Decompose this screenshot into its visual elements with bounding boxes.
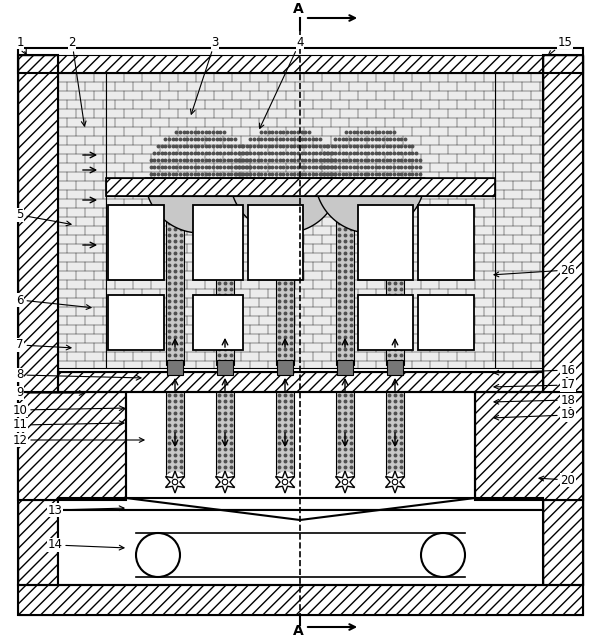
Text: 10: 10 — [13, 404, 124, 417]
Bar — [18, 392, 126, 500]
Bar — [106, 73, 495, 368]
Text: 17: 17 — [494, 379, 576, 392]
Circle shape — [275, 472, 295, 492]
Bar — [475, 392, 583, 500]
Bar — [58, 372, 543, 392]
Circle shape — [421, 533, 465, 577]
Text: 18: 18 — [494, 394, 575, 406]
Text: 20: 20 — [539, 473, 575, 487]
Text: 26: 26 — [494, 264, 576, 276]
Bar — [475, 392, 583, 500]
Bar — [58, 498, 543, 510]
Circle shape — [385, 472, 405, 492]
Bar — [166, 392, 184, 487]
Polygon shape — [145, 178, 255, 233]
Text: 6: 6 — [16, 293, 91, 309]
Bar — [543, 55, 583, 585]
Bar — [18, 392, 126, 500]
Bar — [58, 372, 543, 392]
Circle shape — [165, 472, 185, 492]
Text: 5: 5 — [16, 208, 71, 226]
Bar — [58, 510, 543, 585]
Text: 14: 14 — [47, 538, 124, 552]
Bar — [337, 360, 353, 375]
Bar — [358, 205, 413, 280]
Bar — [277, 360, 293, 375]
Bar — [386, 196, 404, 365]
Polygon shape — [315, 178, 425, 233]
Text: 11: 11 — [13, 419, 124, 431]
Bar — [167, 360, 183, 375]
Bar — [106, 178, 495, 196]
Bar — [193, 295, 243, 350]
Text: 16: 16 — [494, 363, 576, 377]
Text: A: A — [293, 624, 304, 638]
Bar — [58, 73, 106, 368]
Bar — [418, 295, 474, 350]
Text: 13: 13 — [47, 503, 124, 516]
Text: 15: 15 — [548, 35, 572, 55]
Bar — [18, 585, 583, 615]
Circle shape — [136, 533, 180, 577]
Bar — [18, 55, 58, 585]
Bar — [108, 205, 164, 280]
Bar — [276, 392, 294, 487]
Polygon shape — [230, 178, 340, 233]
Bar — [276, 196, 294, 365]
Bar — [358, 295, 413, 350]
Bar — [386, 392, 404, 487]
Bar — [216, 392, 234, 487]
Bar — [387, 360, 403, 375]
Bar — [543, 55, 583, 585]
Bar — [216, 196, 234, 365]
Text: 4: 4 — [260, 35, 304, 129]
Bar — [106, 178, 495, 196]
Bar — [18, 48, 583, 73]
Bar — [18, 585, 583, 615]
Text: 1: 1 — [16, 35, 26, 55]
Bar — [126, 392, 475, 500]
Text: A: A — [293, 2, 304, 16]
Bar — [58, 55, 543, 73]
Text: 7: 7 — [16, 338, 71, 352]
Bar — [217, 360, 233, 375]
Text: 19: 19 — [494, 408, 576, 422]
Bar — [18, 55, 58, 585]
Bar — [336, 196, 354, 365]
Bar — [193, 205, 243, 280]
Bar — [418, 205, 474, 280]
Text: 9: 9 — [16, 386, 84, 399]
Text: 12: 12 — [13, 433, 144, 446]
Bar — [336, 392, 354, 487]
Circle shape — [335, 472, 355, 492]
Text: 8: 8 — [16, 368, 141, 381]
Bar — [108, 295, 164, 350]
Bar — [495, 73, 543, 368]
Text: 2: 2 — [69, 35, 86, 126]
Text: 3: 3 — [191, 35, 219, 114]
Bar — [166, 196, 184, 365]
Circle shape — [215, 472, 235, 492]
Bar — [248, 205, 303, 280]
